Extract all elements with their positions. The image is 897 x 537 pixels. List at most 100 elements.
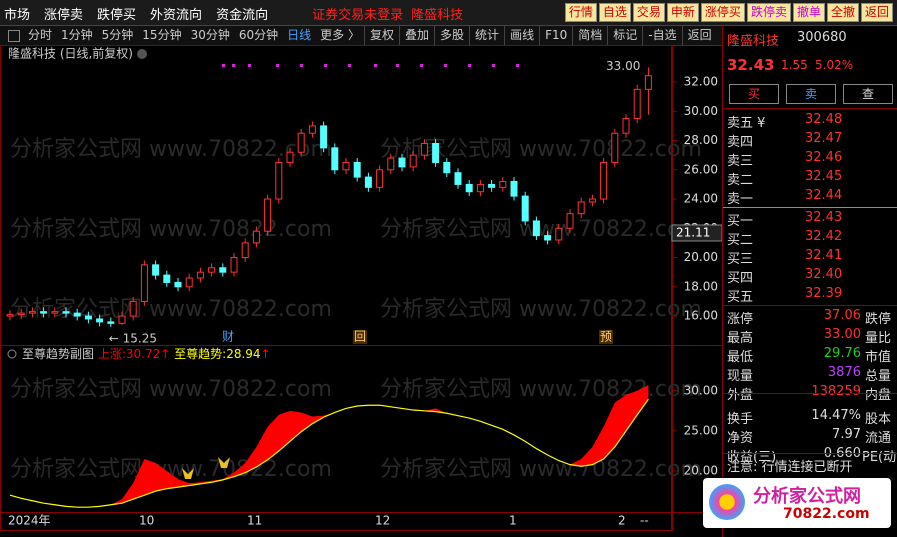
menu-item[interactable]: 外资流向 xyxy=(150,8,203,23)
signal-dot xyxy=(300,64,303,67)
menu-item[interactable]: 资金流向 xyxy=(216,8,269,23)
top-buttons: 行情 自选 交易 申新 涨停买 跌停卖 撤单 全撤 返回 xyxy=(563,3,893,22)
period[interactable]: 5分钟 xyxy=(101,28,134,42)
candle-body xyxy=(264,198,272,232)
tool-button[interactable]: 叠加 xyxy=(399,26,434,45)
stat-label: 流通 xyxy=(865,431,892,446)
candle-body xyxy=(555,227,563,241)
menu-item[interactable]: 跌停买 xyxy=(97,8,137,23)
candle-body xyxy=(6,314,14,317)
tool-button[interactable]: 简档 xyxy=(572,26,607,45)
legend-value: 30.72 xyxy=(126,347,160,361)
notice: 注意: 行情连接已断开 xyxy=(727,460,853,475)
y-tick-label: 30.00 xyxy=(684,383,718,397)
watermark: 分析家公式网 www.70822.com xyxy=(380,217,702,242)
top-button[interactable]: 申新 xyxy=(666,3,699,22)
candle-body xyxy=(118,315,126,324)
candle-body xyxy=(252,230,260,244)
tool-button[interactable]: -自选 xyxy=(642,26,681,45)
top-button[interactable]: 自选 xyxy=(598,3,631,22)
candle-body xyxy=(476,183,484,193)
period[interactable]: 1分钟 xyxy=(61,28,93,42)
candle-body xyxy=(622,118,630,134)
date-label: 12 xyxy=(375,514,390,528)
period[interactable]: 日线 xyxy=(287,28,312,42)
menu-item[interactable]: 市场 xyxy=(4,8,31,23)
top-button[interactable]: 交易 xyxy=(632,3,665,22)
tool-button[interactable]: 返回 xyxy=(681,26,717,45)
period[interactable]: 更多 〉 xyxy=(320,28,360,42)
crosshair-label: 21.11 xyxy=(676,226,710,240)
candle-body xyxy=(73,312,81,317)
bid-price: 32.40 xyxy=(805,267,843,282)
period[interactable]: 60分钟 xyxy=(238,28,279,42)
signal-dot xyxy=(420,64,423,67)
trade-button[interactable]: 查 xyxy=(843,84,893,104)
candle-body xyxy=(376,169,384,188)
date-label: 2 xyxy=(618,514,626,528)
menu-item[interactable]: 涨停卖 xyxy=(44,8,84,23)
candle-body xyxy=(398,157,406,168)
top-button[interactable]: 涨停买 xyxy=(700,3,745,22)
low-annotation: ← 15.25 xyxy=(109,332,157,346)
candle-body xyxy=(208,267,216,273)
indicator-title: 至尊趋势副图 xyxy=(22,346,94,361)
toolbar: 分时 1分钟 5分钟 15分钟 30分钟 60分钟 日线 更多 〉复权 叠加 多股 统计 画线 F10 简… xyxy=(0,26,722,46)
bid-price: 32.39 xyxy=(805,286,843,301)
indicator-legend: 至尊趋势副图 上涨:30.72↑ 至尊趋势:28.94↑ xyxy=(22,346,271,361)
top-button[interactable]: 撤单 xyxy=(792,3,825,22)
stat-label: PE(动) xyxy=(862,450,897,465)
stat-value: 33.00 xyxy=(823,327,861,342)
tool-button[interactable]: 标记 xyxy=(607,26,642,45)
top-button[interactable]: 跌停卖 xyxy=(746,3,791,22)
candle-body xyxy=(510,180,518,197)
y-tick-label: 18.00 xyxy=(684,279,718,293)
tool-button[interactable]: 画线 xyxy=(504,26,539,45)
top-button[interactable]: 行情 xyxy=(564,3,597,22)
signal-dot xyxy=(324,64,327,67)
stock-tag: 隆盛科技 xyxy=(411,8,464,23)
legend-name: 至尊趋势: xyxy=(174,346,226,361)
tool-button[interactable]: 统计 xyxy=(469,26,504,45)
candle-body xyxy=(364,176,372,188)
candle-body xyxy=(566,213,574,229)
tool-button[interactable]: F10 xyxy=(539,26,572,45)
candle-body xyxy=(465,183,473,193)
candle-body xyxy=(387,157,395,171)
watermark: 分析家公式网 www.70822.com xyxy=(380,297,702,322)
watermark: 分析家公式网 www.70822.com xyxy=(10,137,332,162)
period[interactable]: 30分钟 xyxy=(190,28,230,42)
tool-button[interactable]: 复权 xyxy=(364,26,399,45)
candle-body xyxy=(600,161,608,200)
ask-label: 卖一 xyxy=(727,192,754,207)
logo: 分析家公式网 70822.com xyxy=(703,478,891,528)
candle-body xyxy=(454,172,462,185)
tool-button[interactable]: 多股 xyxy=(434,26,469,45)
ask-price: 32.45 xyxy=(805,169,843,184)
stat-label: 净资 xyxy=(727,431,754,446)
signal-dot xyxy=(468,64,471,67)
stat-label: 量比 xyxy=(865,331,892,346)
candle-body xyxy=(409,154,417,168)
legend-value: 28.94 xyxy=(226,347,260,361)
top-button[interactable]: 返回 xyxy=(860,3,893,22)
candle-body xyxy=(51,311,59,314)
y-tick-label: 26.00 xyxy=(684,162,718,176)
expand-icon xyxy=(7,349,17,359)
trade-button[interactable]: 卖 xyxy=(786,84,836,104)
signal-icon xyxy=(218,457,230,468)
y-tick-label: 24.00 xyxy=(684,192,718,206)
top-button[interactable]: 全撤 xyxy=(826,3,859,22)
watermark: 分析家公式网 www.70822.com xyxy=(380,457,702,482)
signal-dot xyxy=(232,64,235,67)
watermark: 分析家公式网 www.70822.com xyxy=(380,137,702,162)
event-marker-bg xyxy=(221,330,235,344)
candle-body xyxy=(331,147,339,171)
signal-dot xyxy=(248,64,251,67)
period[interactable]: 15分钟 xyxy=(142,28,182,42)
period[interactable]: 分时 xyxy=(28,28,53,42)
logo-url: 70822.com xyxy=(783,506,870,522)
y-tick-label: 25.00 xyxy=(684,423,718,437)
candle-body xyxy=(588,198,596,203)
trade-button[interactable]: 买 xyxy=(729,84,779,104)
